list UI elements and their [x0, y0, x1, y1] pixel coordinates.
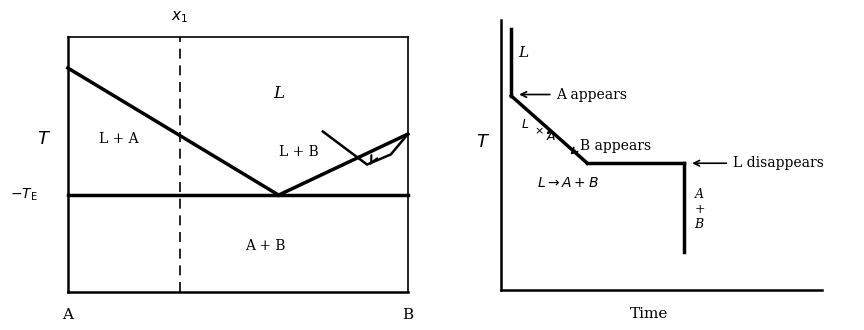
Text: L: L	[518, 46, 528, 60]
Text: A appears: A appears	[556, 87, 627, 102]
Text: $L \rightarrow A + B$: $L \rightarrow A + B$	[537, 177, 599, 190]
Text: $T$: $T$	[476, 133, 491, 151]
Text: $x_1$: $x_1$	[171, 9, 188, 25]
Text: $A$: $A$	[546, 130, 556, 143]
Text: $-T_{\rm E}$: $-T_{\rm E}$	[10, 187, 37, 203]
Text: L disappears: L disappears	[733, 156, 823, 170]
Text: Time: Time	[631, 307, 669, 321]
Text: L + B: L + B	[279, 145, 319, 159]
Text: B appears: B appears	[581, 139, 651, 153]
Text: A
+
B: A + B	[695, 187, 705, 231]
Text: $\times$: $\times$	[534, 126, 543, 136]
Text: $L$: $L$	[521, 118, 529, 131]
Text: $T$: $T$	[37, 130, 51, 148]
Text: B: B	[403, 308, 414, 321]
Text: A + B: A + B	[245, 239, 285, 253]
Text: A: A	[62, 308, 73, 321]
Text: L + A: L + A	[99, 132, 138, 146]
Text: L: L	[273, 85, 284, 102]
